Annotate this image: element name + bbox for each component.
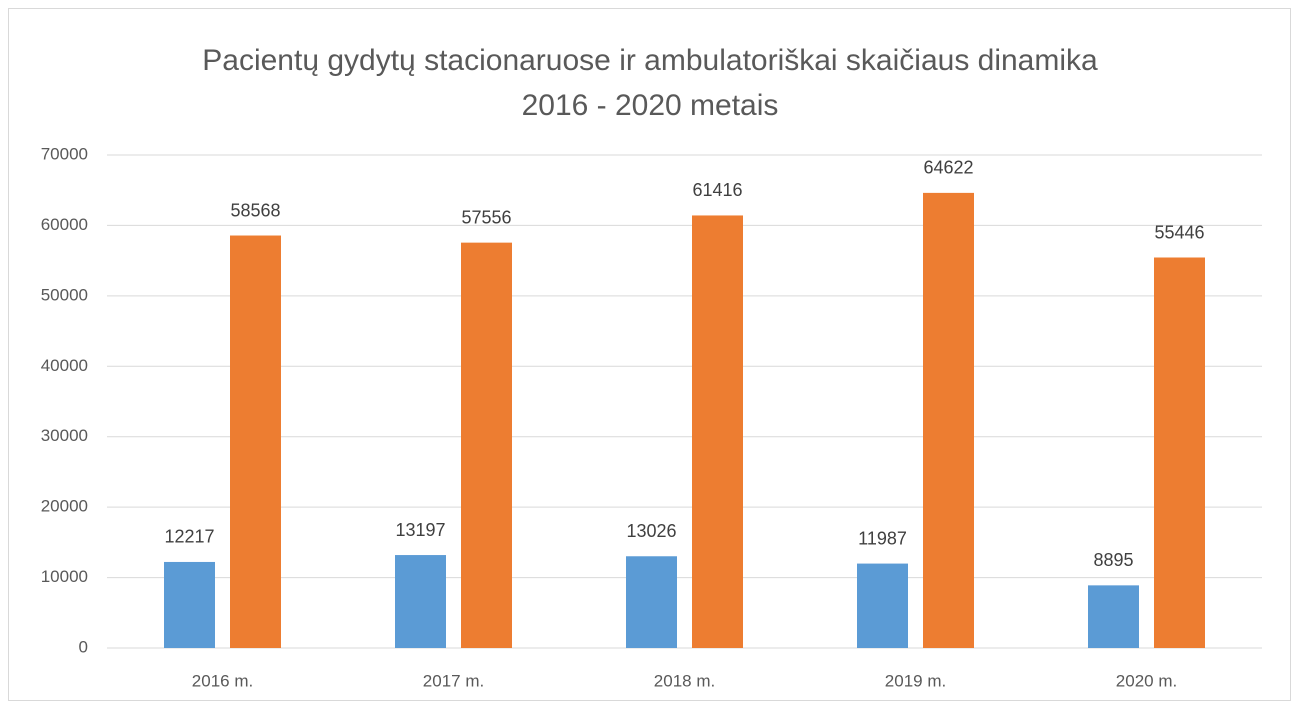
- data-label: 13197: [395, 520, 445, 540]
- data-label: 8895: [1093, 550, 1133, 570]
- chart-title: Pacientų gydytų stacionaruose ir ambulat…: [202, 44, 1098, 122]
- bar: [230, 235, 281, 648]
- data-label: 12217: [164, 527, 214, 547]
- data-label: 55446: [1154, 222, 1204, 242]
- x-tick-label: 2019 m.: [885, 671, 946, 690]
- x-tick-label: 2018 m.: [654, 671, 715, 690]
- y-tick-label: 40000: [41, 356, 88, 375]
- bar: [395, 555, 446, 648]
- bar: [461, 242, 512, 649]
- y-tick-label: 70000: [41, 144, 88, 163]
- x-tick-label: 2016 m.: [192, 671, 253, 690]
- data-label: 58568: [230, 200, 280, 220]
- bar: [857, 563, 908, 648]
- data-label: 61416: [692, 180, 742, 200]
- data-label: 57556: [461, 207, 511, 227]
- bar: [626, 556, 677, 648]
- y-tick-label: 60000: [41, 215, 88, 234]
- y-tick-label: 30000: [41, 426, 88, 445]
- bar: [1154, 257, 1205, 648]
- y-tick-label: 10000: [41, 567, 88, 586]
- y-tick-label: 50000: [41, 285, 88, 304]
- chart-border: [8, 8, 1291, 701]
- bar: [164, 561, 215, 648]
- bar: [1088, 585, 1139, 648]
- x-tick-label: 2017 m.: [423, 671, 484, 690]
- bar: [692, 215, 743, 649]
- x-tick-label: 2020 m.: [1116, 671, 1177, 690]
- data-label: 64622: [923, 158, 973, 178]
- bar: [923, 192, 974, 649]
- data-label: 11987: [858, 528, 907, 548]
- y-tick-label: 20000: [41, 497, 88, 516]
- y-tick-label: 0: [79, 637, 88, 656]
- data-label: 13026: [626, 521, 676, 541]
